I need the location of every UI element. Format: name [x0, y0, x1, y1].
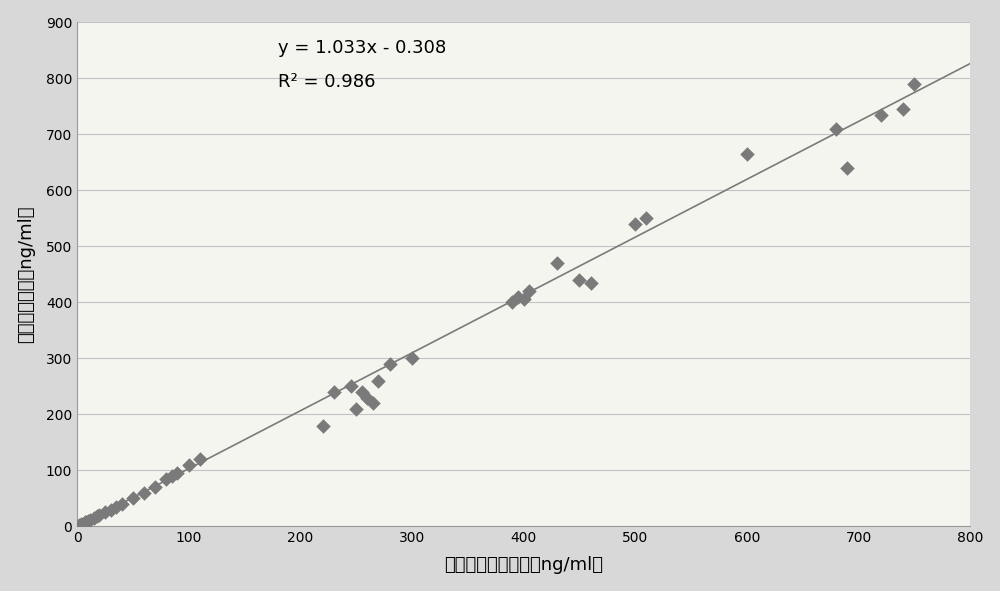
Point	[97, 508, 113, 517]
Text: y = 1.033x - 0.308: y = 1.033x - 0.308	[278, 39, 446, 57]
Point	[510, 292, 526, 301]
Point	[359, 393, 375, 402]
Point	[181, 460, 197, 469]
Point	[91, 511, 107, 520]
Point	[89, 512, 105, 521]
Point	[315, 421, 331, 430]
Point	[108, 502, 124, 511]
Point	[583, 278, 599, 287]
Point	[114, 499, 130, 509]
Point	[103, 505, 119, 514]
Point	[192, 454, 208, 464]
Point	[125, 493, 141, 503]
Point	[739, 149, 755, 158]
Point	[86, 513, 102, 522]
Point	[404, 353, 420, 363]
Point	[164, 471, 180, 480]
Point	[147, 482, 163, 492]
Point	[326, 387, 342, 397]
Point	[516, 295, 532, 304]
Point	[365, 398, 381, 408]
Point	[136, 488, 152, 498]
Point	[549, 258, 565, 268]
Point	[80, 516, 96, 525]
Point	[895, 104, 911, 113]
Text: R² = 0.986: R² = 0.986	[278, 73, 375, 90]
Point	[158, 474, 174, 483]
Point	[906, 79, 922, 89]
Point	[78, 517, 94, 527]
Point	[521, 287, 537, 296]
Point	[839, 163, 855, 173]
Point	[169, 469, 185, 478]
Point	[504, 297, 520, 307]
Point	[370, 376, 386, 385]
Point	[82, 515, 98, 524]
Point	[638, 213, 654, 223]
Point	[71, 521, 87, 530]
Point	[828, 124, 844, 134]
Y-axis label: 荧光测试结果（ng/ml）: 荧光测试结果（ng/ml）	[17, 206, 35, 343]
Point	[571, 275, 587, 285]
Point	[77, 518, 93, 527]
Point	[343, 382, 359, 391]
Point	[348, 404, 364, 414]
Point	[73, 519, 89, 529]
Point	[627, 219, 643, 229]
Point	[873, 110, 889, 119]
Point	[75, 519, 91, 528]
Point	[382, 359, 398, 369]
Point	[354, 387, 370, 397]
X-axis label: 化学发光测试结果（ng/ml）: 化学发光测试结果（ng/ml）	[444, 556, 603, 574]
